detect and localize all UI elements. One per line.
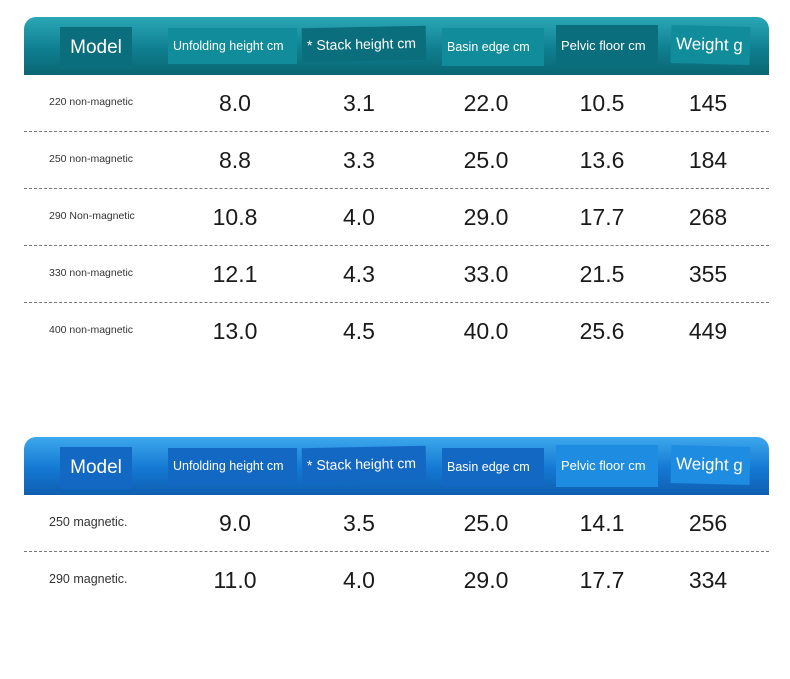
basin-edge-cell: 29.0 <box>463 566 509 593</box>
table-row: 220 non-magnetic 8.0 3.1 22.0 10.5 145 <box>24 75 769 132</box>
header-unfolding-height: Unfolding height cm <box>168 28 297 64</box>
basin-edge-cell: 25.0 <box>463 509 509 536</box>
unfolding-height-cell: 13.0 <box>212 317 258 344</box>
pelvic-floor-cell: 17.7 <box>579 203 625 230</box>
pelvic-floor-cell: 14.1 <box>579 509 625 536</box>
model-cell: 330 non-magnetic <box>49 267 134 280</box>
non-magnetic-spec-table: Model Unfolding height cm * Stack height… <box>24 17 769 359</box>
header-pelvic-floor: Pelvic floor cm <box>556 445 658 487</box>
weight-cell: 268 <box>688 203 728 230</box>
weight-cell: 145 <box>688 89 728 116</box>
basin-edge-cell: 33.0 <box>463 260 509 287</box>
table-row: 290 Non-magnetic 10.8 4.0 29.0 17.7 268 <box>24 189 769 246</box>
pelvic-floor-cell: 25.6 <box>579 317 625 344</box>
table-row: 290 magnetic. 11.0 4.0 29.0 17.7 334 <box>24 552 769 608</box>
weight-cell: 334 <box>688 566 728 593</box>
stack-height-cell: 3.1 <box>343 89 375 116</box>
header-basin-edge: Basin edge cm <box>442 448 544 486</box>
header-model: Model <box>60 447 132 489</box>
basin-edge-cell: 40.0 <box>463 317 509 344</box>
header-stack-height: * Stack height cm <box>301 445 427 483</box>
pelvic-floor-cell: 21.5 <box>579 260 625 287</box>
weight-cell: 355 <box>688 260 728 287</box>
model-cell: 250 non-magnetic <box>49 153 134 166</box>
table-row: 250 non-magnetic 8.8 3.3 25.0 13.6 184 <box>24 132 769 189</box>
model-cell: 250 magnetic. <box>49 515 128 530</box>
model-cell: 290 magnetic. <box>49 572 128 587</box>
pelvic-floor-cell: 10.5 <box>579 89 625 116</box>
weight-cell: 256 <box>688 509 728 536</box>
stack-height-cell: 3.5 <box>343 509 375 536</box>
table-row: 330 non-magnetic 12.1 4.3 33.0 21.5 355 <box>24 246 769 303</box>
stack-height-cell: 4.5 <box>343 317 375 344</box>
header-unfolding-height: Unfolding height cm <box>168 448 297 484</box>
header-weight: Weight g <box>670 24 751 66</box>
basin-edge-cell: 22.0 <box>463 89 509 116</box>
unfolding-height-cell: 8.0 <box>219 89 251 116</box>
unfolding-height-cell: 12.1 <box>212 260 258 287</box>
model-cell: 400 non-magnetic <box>49 324 134 337</box>
header-pelvic-floor: Pelvic floor cm <box>556 25 658 67</box>
pelvic-floor-cell: 13.6 <box>579 146 625 173</box>
unfolding-height-cell: 10.8 <box>212 203 258 230</box>
table-header: Model Unfolding height cm * Stack height… <box>24 17 769 75</box>
header-weight: Weight g <box>670 444 751 486</box>
unfolding-height-cell: 11.0 <box>213 566 257 593</box>
header-stack-height: * Stack height cm <box>301 25 427 63</box>
basin-edge-cell: 25.0 <box>463 146 509 173</box>
weight-cell: 184 <box>688 146 728 173</box>
table-row: 250 magnetic. 9.0 3.5 25.0 14.1 256 <box>24 495 769 552</box>
header-model: Model <box>60 27 132 69</box>
stack-height-cell: 4.0 <box>343 203 375 230</box>
model-cell: 220 non-magnetic <box>49 96 134 109</box>
stack-height-cell: 4.0 <box>343 566 375 593</box>
table-row: 400 non-magnetic 13.0 4.5 40.0 25.6 449 <box>24 303 769 359</box>
stack-height-cell: 3.3 <box>343 146 375 173</box>
model-cell: 290 Non-magnetic <box>49 210 135 223</box>
basin-edge-cell: 29.0 <box>463 203 509 230</box>
unfolding-height-cell: 9.0 <box>219 509 251 536</box>
header-basin-edge: Basin edge cm <box>442 28 544 66</box>
unfolding-height-cell: 8.8 <box>219 146 251 173</box>
weight-cell: 449 <box>688 317 728 344</box>
table-header: Model Unfolding height cm * Stack height… <box>24 437 769 495</box>
pelvic-floor-cell: 17.7 <box>579 566 625 593</box>
stack-height-cell: 4.3 <box>343 260 375 287</box>
magnetic-spec-table: Model Unfolding height cm * Stack height… <box>24 437 769 608</box>
table-body: 250 magnetic. 9.0 3.5 25.0 14.1 256 290 … <box>24 495 769 608</box>
table-body: 220 non-magnetic 8.0 3.1 22.0 10.5 145 2… <box>24 75 769 359</box>
